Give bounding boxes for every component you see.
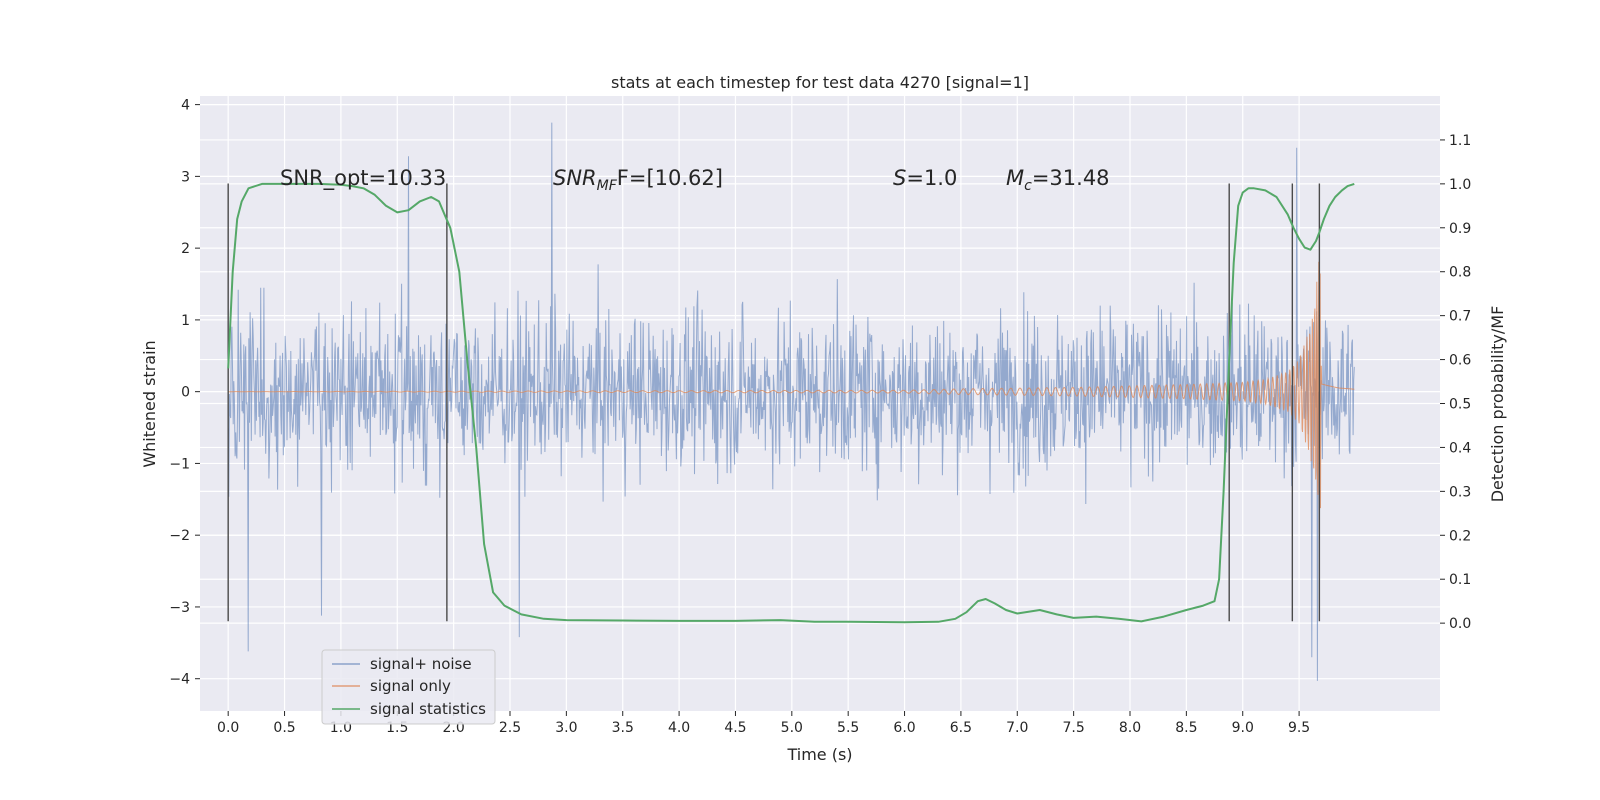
x-tick-label: 3.0 bbox=[555, 720, 577, 736]
legend-label-stats: signal statistics bbox=[370, 700, 486, 718]
y-left-tick-label: 1 bbox=[181, 313, 190, 329]
y-right-tick-label: 0.7 bbox=[1449, 309, 1471, 325]
y-left-axis-label: Whitened strain bbox=[140, 340, 159, 467]
signal-noise-line bbox=[227, 122, 1355, 681]
x-axis-ticks: 0.0 0.5 1.0 1.5 2.0 2.5 3.0 3.5 4.0 4.5 5.0 5.5 6.0 6… bbox=[217, 711, 1310, 736]
annotation-mc-var: M bbox=[1006, 166, 1024, 190]
x-tick-label: 9.5 bbox=[1288, 720, 1310, 736]
x-tick-label: 2.5 bbox=[499, 720, 521, 736]
annotation-snr-mf-base: SNR bbox=[553, 166, 597, 190]
x-tick-label: 8.0 bbox=[1119, 720, 1141, 736]
y-right-axis-ticks: 0.0 0.1 0.2 0.3 0.4 0.5 0.6 0.7 0.8 0.9 1.0 1.1 bbox=[1440, 133, 1471, 632]
y-left-tick-label: −1 bbox=[169, 456, 190, 472]
x-tick-label: 8.5 bbox=[1175, 720, 1197, 736]
y-right-tick-label: 1.1 bbox=[1449, 133, 1471, 149]
x-tick-label: 5.0 bbox=[781, 720, 803, 736]
x-tick-label: 6.5 bbox=[950, 720, 972, 736]
y-right-tick-label: 0.3 bbox=[1449, 484, 1471, 500]
x-tick-label: 9.0 bbox=[1232, 720, 1254, 736]
annotation-snr-mf: SNRMFF=[10.62] bbox=[553, 166, 723, 194]
annotation-snr-mf-rest: F=[10.62] bbox=[617, 166, 723, 190]
chart-title: stats at each timestep for test data 427… bbox=[611, 73, 1029, 92]
annotation-snr-opt: SNR_opt=10.33 bbox=[280, 166, 446, 191]
legend: signal+ noise signal only signal statist… bbox=[321, 649, 496, 725]
y-left-tick-label: 2 bbox=[181, 241, 190, 257]
legend-label-signal: signal only bbox=[370, 677, 451, 695]
legend-box bbox=[321, 649, 496, 725]
x-tick-label: 7.0 bbox=[1006, 720, 1028, 736]
y-right-tick-label: 0.4 bbox=[1449, 440, 1471, 456]
y-left-tick-label: −3 bbox=[169, 600, 190, 616]
y-left-tick-label: 4 bbox=[181, 98, 190, 114]
x-tick-label: 7.5 bbox=[1063, 720, 1085, 736]
annotation-s-var: S bbox=[893, 166, 906, 190]
x-tick-label: 3.5 bbox=[612, 720, 634, 736]
y-right-tick-label: 0.9 bbox=[1449, 221, 1471, 237]
x-tick-label: 6.0 bbox=[893, 720, 915, 736]
y-left-tick-label: 3 bbox=[181, 169, 190, 185]
y-right-axis-label: Detection probability/MF bbox=[1488, 306, 1507, 503]
annotation-s: S=1.0 bbox=[893, 166, 957, 190]
y-right-tick-label: 0.8 bbox=[1449, 265, 1471, 281]
signal-only-line bbox=[228, 261, 1355, 533]
x-axis-label: Time (s) bbox=[786, 745, 852, 764]
y-right-tick-label: 0.0 bbox=[1449, 616, 1471, 632]
x-tick-label: 4.5 bbox=[724, 720, 746, 736]
x-tick-label: 4.0 bbox=[668, 720, 690, 736]
series-signal-noise bbox=[227, 122, 1355, 681]
annotation-snr-mf-sub: MF bbox=[597, 178, 618, 194]
y-right-tick-label: 0.1 bbox=[1449, 572, 1471, 588]
signal-statistics-line bbox=[227, 182, 1355, 624]
y-right-tick-label: 0.2 bbox=[1449, 528, 1471, 544]
y-left-axis-ticks: −4 −3 −2 −1 0 1 2 3 4 bbox=[169, 98, 200, 688]
annotation-mc-rest: =31.48 bbox=[1032, 166, 1110, 190]
y-right-tick-label: 0.6 bbox=[1449, 353, 1471, 369]
series-signal-statistics bbox=[227, 182, 1355, 624]
series-signal-only bbox=[228, 261, 1355, 533]
annotation-mc: Mc=31.48 bbox=[1006, 166, 1110, 194]
y-right-tick-label: 1.0 bbox=[1449, 177, 1471, 193]
x-tick-label: 0.0 bbox=[217, 720, 239, 736]
y-left-tick-label: −2 bbox=[169, 528, 190, 544]
annotations: SNR_opt=10.33 SNRMFF=[10.62] S=1.0 Mc=31… bbox=[280, 166, 1110, 194]
annotation-s-rest: =1.0 bbox=[906, 166, 957, 190]
x-tick-label: 5.5 bbox=[837, 720, 859, 736]
y-left-tick-label: −4 bbox=[169, 672, 190, 688]
y-right-tick-label: 0.5 bbox=[1449, 397, 1471, 413]
vertical-lines bbox=[227, 183, 1321, 622]
y-left-tick-label: 0 bbox=[181, 385, 190, 401]
legend-label-noise: signal+ noise bbox=[370, 655, 472, 673]
x-tick-label: 0.5 bbox=[273, 720, 295, 736]
annotation-mc-sub: c bbox=[1024, 178, 1032, 194]
